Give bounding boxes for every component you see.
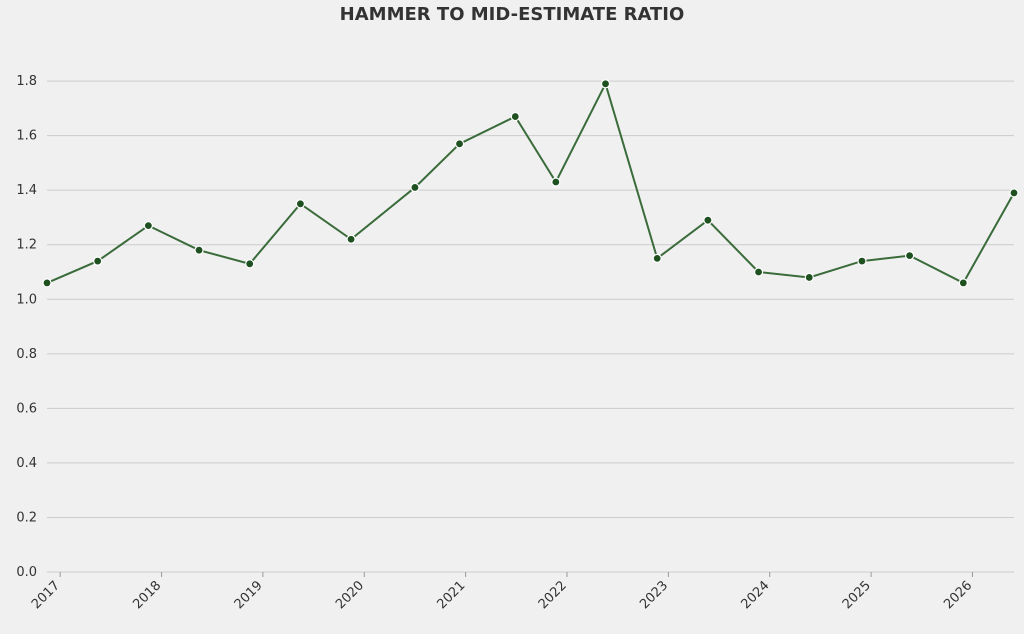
x-tick-label: 2021: [434, 578, 468, 612]
y-tick-label: 0.0: [16, 565, 37, 580]
marker: [753, 267, 764, 277]
chart-title: HAMMER TO MID-ESTIMATE RATIO: [340, 4, 685, 25]
marker: [510, 111, 520, 122]
marker: [600, 79, 611, 89]
marker: [143, 221, 153, 231]
marker: [346, 234, 356, 244]
marker: [703, 215, 713, 225]
x-tick-label: 2023: [637, 578, 671, 612]
x-tick-label: 2017: [29, 578, 63, 612]
y-tick-label: 1.8: [16, 74, 37, 89]
marker: [295, 199, 306, 209]
marker: [454, 139, 465, 149]
marker: [1009, 188, 1019, 198]
y-tick-label: 1.2: [16, 238, 37, 253]
y-tick-label: 0.8: [16, 347, 37, 362]
y-tick-label: 0.2: [16, 510, 37, 525]
y-tick-label: 0.4: [16, 456, 37, 471]
marker: [857, 256, 867, 266]
line: [46, 81, 1015, 285]
marker: [551, 177, 561, 187]
y-tick-label: 1.0: [16, 292, 37, 307]
marker: [245, 259, 255, 269]
x-tick-label: 2025: [840, 578, 874, 612]
marker: [804, 272, 814, 283]
marker: [904, 251, 915, 261]
y-tick-label: 1.6: [16, 129, 37, 144]
x-tick-label: 2018: [130, 578, 164, 612]
marker: [410, 182, 420, 193]
y-tick-label: 1.4: [16, 183, 37, 198]
x-tick-label: 2026: [941, 578, 975, 612]
marker: [958, 278, 968, 288]
y-tick-label: 0.6: [16, 401, 37, 416]
marker: [42, 278, 52, 288]
x-tick-label: 2024: [739, 578, 773, 612]
x-tick-label: 2020: [333, 578, 367, 612]
marker: [93, 256, 103, 266]
marker: [652, 253, 662, 263]
x-tick-label: 2022: [536, 578, 570, 612]
x-tick-label: 2019: [232, 578, 266, 612]
marker: [194, 245, 204, 255]
